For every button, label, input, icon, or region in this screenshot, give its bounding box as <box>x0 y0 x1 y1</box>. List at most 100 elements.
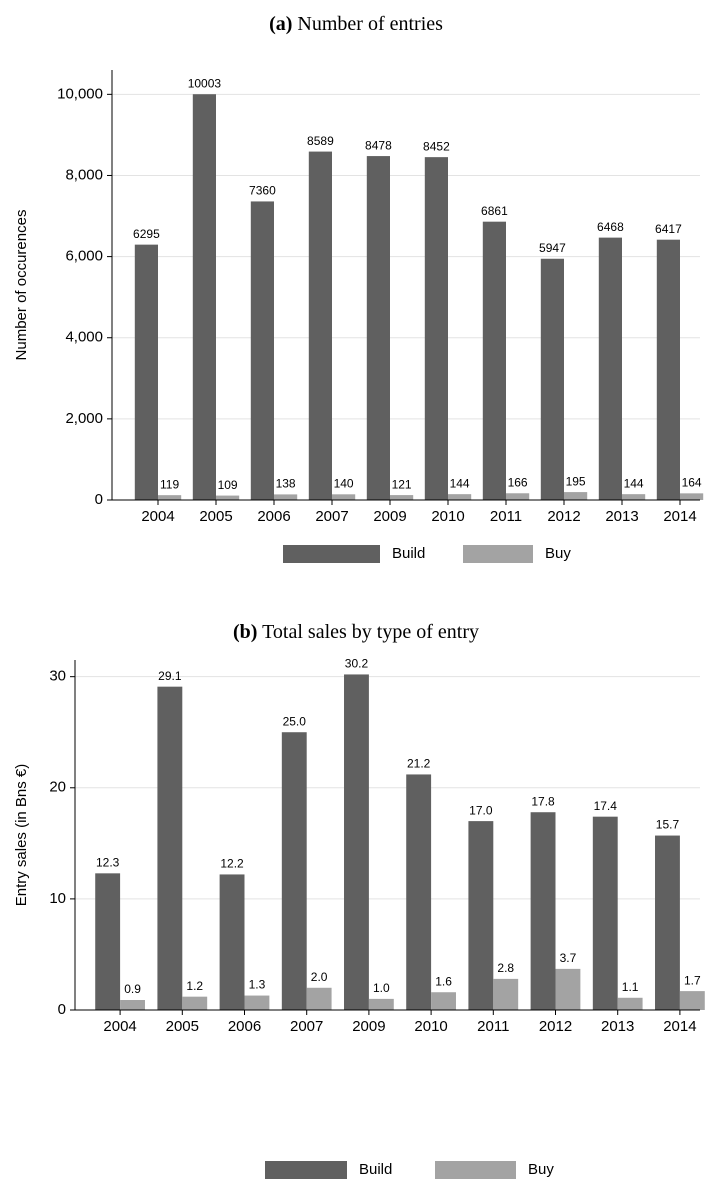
legend-label: Build <box>392 545 425 562</box>
bar <box>281 732 307 1010</box>
legend-label: Buy <box>545 545 571 562</box>
x-tick-label: 2012 <box>539 1018 572 1035</box>
x-tick-label: 2007 <box>315 508 348 525</box>
bar <box>120 1000 145 1010</box>
value-label: 1.7 <box>684 973 701 987</box>
bar <box>598 237 622 500</box>
legend-swatch <box>435 1161 516 1179</box>
bar <box>431 992 456 1010</box>
x-tick-label: 2013 <box>601 1018 634 1035</box>
value-label: 8452 <box>423 139 450 153</box>
bar <box>655 835 680 1010</box>
value-label: 8478 <box>365 138 392 152</box>
bar <box>244 995 270 1010</box>
legend-swatch <box>265 1161 347 1179</box>
x-tick-label: 2004 <box>141 508 174 525</box>
value-label: 25.0 <box>283 714 307 728</box>
y-tick-label: 0 <box>95 491 103 508</box>
bar <box>592 816 618 1010</box>
bar <box>134 244 158 500</box>
bar <box>406 774 432 1010</box>
y-tick-label: 0 <box>58 1001 66 1018</box>
x-tick-label: 2010 <box>431 508 464 525</box>
value-label: 164 <box>682 476 702 490</box>
y-tick-label: 10 <box>49 890 66 907</box>
y-axis-label: Number of occurences <box>13 210 30 361</box>
legend-label: Build <box>359 1161 392 1178</box>
value-label: 121 <box>392 477 412 491</box>
value-label: 15.7 <box>656 818 680 832</box>
value-label: 17.8 <box>531 794 555 808</box>
x-tick-label: 2005 <box>199 508 232 525</box>
value-label: 144 <box>450 476 470 490</box>
bar <box>448 494 472 500</box>
bar <box>158 495 182 500</box>
y-tick-label: 2,000 <box>65 410 103 427</box>
value-label: 109 <box>218 478 238 492</box>
value-label: 144 <box>624 476 644 490</box>
value-label: 2.0 <box>311 970 328 984</box>
chart-title: (a) Number of entries <box>269 13 443 35</box>
bar <box>366 156 390 501</box>
legend-swatch <box>463 545 533 563</box>
title-text: Number of entries <box>297 13 443 35</box>
bar <box>617 997 643 1010</box>
value-label: 140 <box>334 476 354 490</box>
value-label: 5947 <box>539 241 566 255</box>
x-tick-label: 2014 <box>663 1018 696 1035</box>
bar <box>219 874 245 1010</box>
x-tick-label: 2012 <box>547 508 580 525</box>
bar <box>250 201 274 500</box>
bar <box>182 996 208 1010</box>
bar <box>540 258 564 500</box>
value-label: 30.2 <box>345 657 369 671</box>
value-label: 12.2 <box>220 857 244 871</box>
value-label: 1.0 <box>373 981 390 995</box>
panel-label: (a) <box>269 13 292 35</box>
bar <box>493 978 519 1010</box>
bar <box>622 494 646 500</box>
legend-swatch <box>283 545 380 563</box>
bar <box>274 494 298 500</box>
y-tick-label: 6,000 <box>65 248 103 265</box>
value-label: 1.3 <box>249 978 266 992</box>
bar <box>564 492 588 500</box>
x-tick-label: 2007 <box>290 1018 323 1035</box>
bar <box>530 812 556 1010</box>
y-tick-label: 8,000 <box>65 166 103 183</box>
bar <box>482 221 506 500</box>
x-tick-label: 2014 <box>663 508 696 525</box>
value-label: 1.1 <box>622 980 639 994</box>
bar <box>308 151 332 500</box>
y-tick-label: 20 <box>49 779 66 796</box>
bar <box>216 495 240 500</box>
bar <box>95 873 121 1010</box>
title-text: Total sales by type of entry <box>262 621 479 643</box>
y-tick-label: 30 <box>49 668 66 685</box>
bar <box>424 157 448 500</box>
bar <box>656 239 680 500</box>
x-tick-label: 2005 <box>166 1018 199 1035</box>
value-label: 17.0 <box>469 803 493 817</box>
legend-label: Buy <box>528 1161 554 1178</box>
x-tick-label: 2004 <box>103 1018 136 1035</box>
value-label: 166 <box>508 475 528 489</box>
value-label: 1.2 <box>186 979 203 993</box>
value-label: 17.4 <box>594 799 618 813</box>
x-tick-label: 2011 <box>477 1018 509 1035</box>
bar <box>468 821 494 1010</box>
panel-label: (b) <box>233 621 257 643</box>
value-label: 0.9 <box>124 982 141 996</box>
x-tick-label: 2009 <box>373 508 406 525</box>
bar <box>680 493 704 500</box>
bar <box>390 495 414 500</box>
bar <box>306 987 332 1010</box>
bar <box>157 686 183 1010</box>
value-label: 138 <box>276 477 296 491</box>
value-label: 2.8 <box>497 961 514 975</box>
value-label: 6295 <box>133 227 160 241</box>
value-label: 195 <box>566 474 586 488</box>
value-label: 10003 <box>188 76 222 90</box>
bar <box>368 998 394 1010</box>
